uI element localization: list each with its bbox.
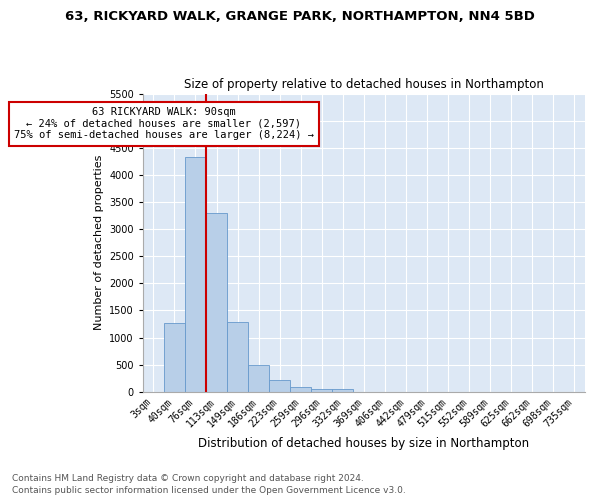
Bar [332, 388, 353, 392]
Bar [164, 323, 185, 392]
Y-axis label: Number of detached properties: Number of detached properties [94, 155, 104, 330]
Title: Size of property relative to detached houses in Northampton: Size of property relative to detached ho… [184, 78, 544, 91]
Bar [206, 213, 227, 392]
Text: 63 RICKYARD WALK: 90sqm
← 24% of detached houses are smaller (2,597)
75% of semi: 63 RICKYARD WALK: 90sqm ← 24% of detache… [14, 107, 314, 140]
Bar [227, 322, 248, 392]
X-axis label: Distribution of detached houses by size in Northampton: Distribution of detached houses by size … [199, 437, 529, 450]
Bar [248, 365, 269, 392]
Text: 63, RICKYARD WALK, GRANGE PARK, NORTHAMPTON, NN4 5BD: 63, RICKYARD WALK, GRANGE PARK, NORTHAMP… [65, 10, 535, 23]
Text: Contains HM Land Registry data © Crown copyright and database right 2024.
Contai: Contains HM Land Registry data © Crown c… [12, 474, 406, 495]
Bar [269, 380, 290, 392]
Bar [311, 388, 332, 392]
Bar [290, 387, 311, 392]
Bar [185, 157, 206, 392]
